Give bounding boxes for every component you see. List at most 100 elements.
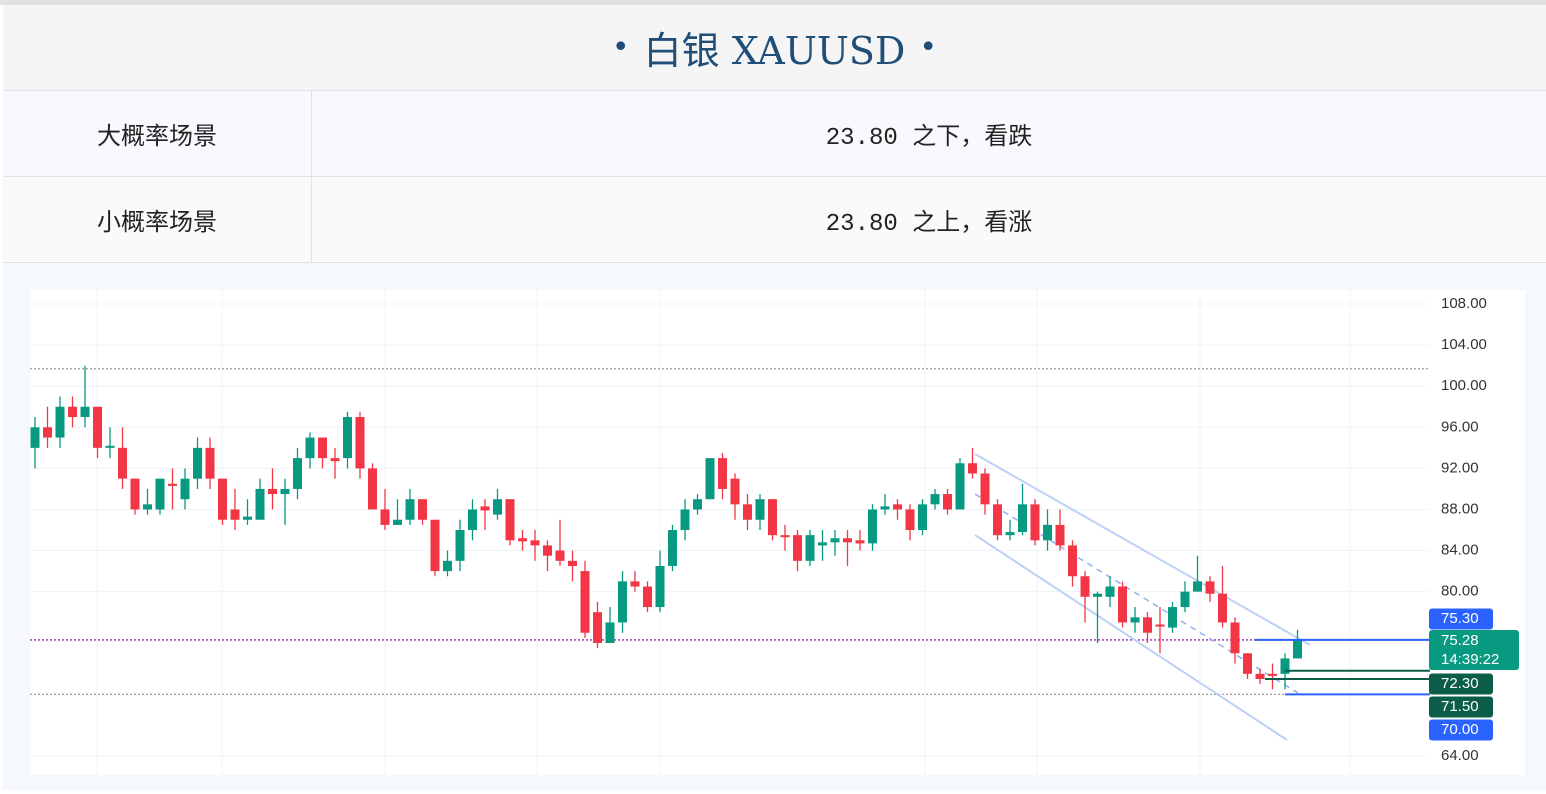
countdown: 14:39:22 bbox=[1441, 651, 1499, 668]
chart-area: 108.00 104.00 100.00 96.00 92.00 88.00 84.00 80… bbox=[3, 263, 1546, 790]
price-badge bbox=[1429, 719, 1493, 741]
candle-body bbox=[730, 478, 740, 505]
title: 白银 XAUUSD bbox=[643, 29, 906, 73]
candle-body bbox=[455, 530, 465, 561]
candle-body bbox=[30, 427, 40, 448]
candle-body bbox=[1255, 673, 1265, 679]
candle-body bbox=[518, 538, 527, 542]
candle-body bbox=[618, 581, 627, 623]
candle-body bbox=[993, 504, 1002, 536]
candle-body bbox=[768, 499, 777, 536]
candle-body bbox=[1118, 586, 1127, 623]
candle-body bbox=[818, 542, 827, 546]
candle-body bbox=[118, 447, 127, 479]
candle-body bbox=[655, 565, 665, 608]
price-label: 75.28 bbox=[1441, 632, 1479, 649]
y-tick-label: 96.00 bbox=[1441, 418, 1479, 435]
price-badge bbox=[1429, 608, 1493, 630]
candle-body bbox=[180, 478, 190, 500]
candle-body bbox=[1230, 622, 1240, 654]
candle-body bbox=[593, 612, 602, 644]
candle-body bbox=[230, 509, 240, 520]
candle-body bbox=[1130, 617, 1140, 623]
candle-body bbox=[1180, 591, 1190, 608]
candle-body bbox=[1268, 673, 1277, 676]
price-label: 75.30 bbox=[1441, 610, 1479, 627]
candle-body bbox=[1093, 593, 1102, 597]
candle-body bbox=[318, 437, 327, 459]
candle-body bbox=[968, 463, 977, 474]
y-tick-label: 88.00 bbox=[1441, 500, 1479, 517]
candle-body bbox=[443, 560, 452, 572]
candle-body bbox=[780, 535, 790, 538]
price-badge bbox=[1429, 673, 1493, 695]
candle-body bbox=[668, 530, 677, 566]
y-tick-label: 84.00 bbox=[1441, 542, 1479, 559]
y-tick-label: 100.00 bbox=[1441, 377, 1487, 394]
candle-body bbox=[405, 499, 415, 520]
candle-body bbox=[1205, 581, 1215, 594]
candle-body bbox=[905, 509, 915, 531]
cell: 23.80 之下，看跌 bbox=[825, 124, 1033, 152]
candle-body bbox=[980, 473, 990, 505]
table-row: 大概率场景 23.80 之下，看跌 bbox=[3, 91, 1546, 177]
candle-body bbox=[68, 406, 77, 418]
candle-body bbox=[580, 571, 590, 633]
candle-body bbox=[43, 427, 52, 438]
candle-body bbox=[193, 447, 202, 479]
candle-body bbox=[255, 488, 265, 520]
candle-body bbox=[130, 478, 140, 510]
price-label: 71.50 bbox=[1441, 698, 1479, 715]
candle-body bbox=[930, 494, 940, 505]
candle-body bbox=[305, 437, 315, 459]
candle-body bbox=[343, 417, 352, 459]
candle-body bbox=[243, 516, 252, 520]
candle-body bbox=[430, 519, 440, 572]
candle-body bbox=[1068, 545, 1077, 577]
candle-body bbox=[480, 506, 490, 511]
candle-body bbox=[855, 540, 865, 544]
candle-body bbox=[543, 545, 552, 556]
candle-body bbox=[55, 406, 65, 438]
candle-body bbox=[393, 519, 402, 525]
cell: 大概率场景 bbox=[3, 91, 312, 176]
candle-body bbox=[1193, 581, 1202, 592]
candle-body bbox=[868, 509, 877, 544]
price-badge bbox=[1429, 696, 1493, 718]
channel bbox=[974, 453, 1311, 646]
candle-body bbox=[1218, 593, 1227, 623]
candle-body bbox=[630, 581, 640, 587]
candle-body bbox=[605, 622, 615, 644]
candle-body bbox=[830, 538, 840, 543]
cell: 小概率场景 bbox=[3, 177, 312, 262]
candle-body bbox=[1293, 640, 1302, 659]
candle-body bbox=[918, 504, 927, 531]
candle-body bbox=[280, 488, 290, 495]
candle-body bbox=[718, 458, 727, 489]
candle-body bbox=[218, 478, 227, 520]
candle-body bbox=[893, 504, 902, 510]
candle-body bbox=[743, 504, 752, 520]
candle-body bbox=[468, 509, 477, 531]
price-label: 70.00 bbox=[1441, 721, 1479, 738]
candle-body bbox=[1143, 617, 1152, 633]
candle-body bbox=[843, 538, 852, 543]
chart: 108.00 104.00 100.00 96.00 92.00 88.00 84.00 80… bbox=[30, 290, 1525, 775]
price-label: 72.30 bbox=[1441, 675, 1479, 692]
candle-body bbox=[418, 499, 427, 520]
candle-body bbox=[1018, 504, 1027, 533]
y-tick-label: 92.00 bbox=[1441, 459, 1479, 476]
candle-body bbox=[93, 406, 102, 448]
candle-body bbox=[705, 458, 715, 500]
candle-body bbox=[268, 488, 277, 495]
candle-body bbox=[943, 494, 952, 510]
y-tick-label: 64.00 bbox=[1441, 747, 1479, 764]
candle-body bbox=[805, 535, 815, 561]
candle-body bbox=[1280, 658, 1290, 674]
candle-body bbox=[143, 504, 152, 510]
y-tick-label: 104.00 bbox=[1441, 336, 1487, 353]
y-tick-label: 108.00 bbox=[1441, 295, 1487, 312]
y-tick-label: 80.00 bbox=[1441, 583, 1479, 600]
candle-body bbox=[555, 550, 565, 561]
candle-body bbox=[693, 499, 702, 510]
